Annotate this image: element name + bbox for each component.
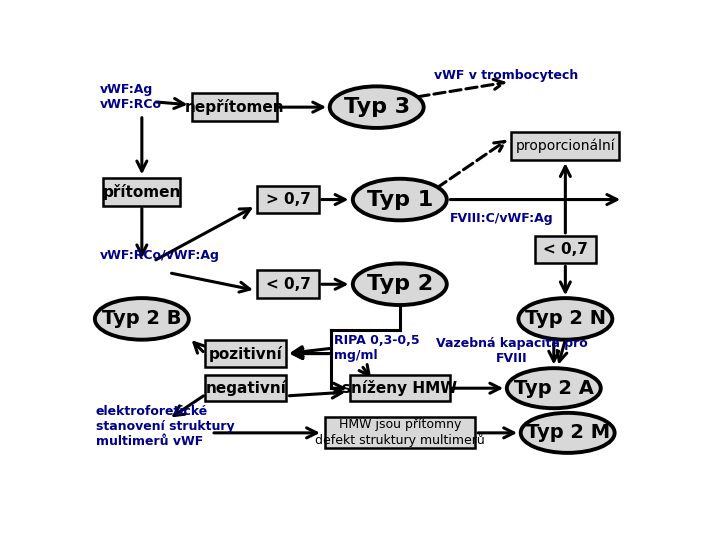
- Text: vWF v trombocytech: vWF v trombocytech: [434, 69, 579, 82]
- Text: pozitivní: pozitivní: [209, 346, 283, 362]
- FancyBboxPatch shape: [534, 236, 596, 264]
- FancyBboxPatch shape: [205, 375, 287, 401]
- Text: RIPA 0,3-0,5
mg/ml: RIPA 0,3-0,5 mg/ml: [334, 334, 420, 362]
- FancyBboxPatch shape: [205, 340, 287, 367]
- Text: Typ 2 A: Typ 2 A: [514, 379, 594, 397]
- Text: sníženy HMW: sníženy HMW: [342, 380, 457, 396]
- Ellipse shape: [353, 264, 447, 305]
- Text: Vazebná kapacita pro
FVIII: Vazebná kapacita pro FVIII: [436, 338, 588, 365]
- FancyBboxPatch shape: [325, 417, 475, 448]
- Text: > 0,7: > 0,7: [266, 192, 310, 207]
- Text: Typ 2 M: Typ 2 M: [526, 423, 610, 442]
- FancyBboxPatch shape: [104, 178, 180, 206]
- Text: Typ 2 B: Typ 2 B: [102, 309, 181, 328]
- Text: vWF:RCo/vWF:Ag: vWF:RCo/vWF:Ag: [99, 249, 220, 262]
- Ellipse shape: [95, 298, 189, 340]
- Ellipse shape: [507, 368, 600, 408]
- Text: Typ 3: Typ 3: [343, 97, 410, 117]
- Text: elektroforetické
stanovení struktury
multimerů vWF: elektroforetické stanovení struktury mul…: [96, 405, 234, 448]
- Text: Typ 2 N: Typ 2 N: [525, 309, 606, 328]
- Text: nepřítomen: nepřítomen: [184, 99, 284, 115]
- Text: < 0,7: < 0,7: [543, 242, 588, 257]
- Text: Typ 2: Typ 2: [366, 274, 433, 294]
- Ellipse shape: [518, 298, 612, 340]
- Text: proporcionální: proporcionální: [516, 138, 615, 153]
- Ellipse shape: [521, 413, 615, 453]
- Text: HMW jsou přítomny
defekt struktury multimerů: HMW jsou přítomny defekt struktury multi…: [315, 418, 485, 448]
- FancyBboxPatch shape: [511, 132, 619, 159]
- Ellipse shape: [330, 86, 423, 128]
- Ellipse shape: [353, 179, 447, 220]
- FancyBboxPatch shape: [257, 271, 319, 298]
- Text: FVIII:C/vWF:Ag: FVIII:C/vWF:Ag: [450, 212, 554, 225]
- Text: vWF:Ag
vWF:RCo: vWF:Ag vWF:RCo: [99, 83, 161, 111]
- FancyBboxPatch shape: [350, 375, 450, 401]
- FancyBboxPatch shape: [257, 186, 319, 213]
- FancyBboxPatch shape: [192, 93, 276, 121]
- Text: přítomen: přítomen: [103, 184, 181, 200]
- Text: Typ 1: Typ 1: [366, 190, 433, 210]
- Text: < 0,7: < 0,7: [266, 276, 310, 292]
- Text: negativní: negativní: [205, 380, 287, 396]
